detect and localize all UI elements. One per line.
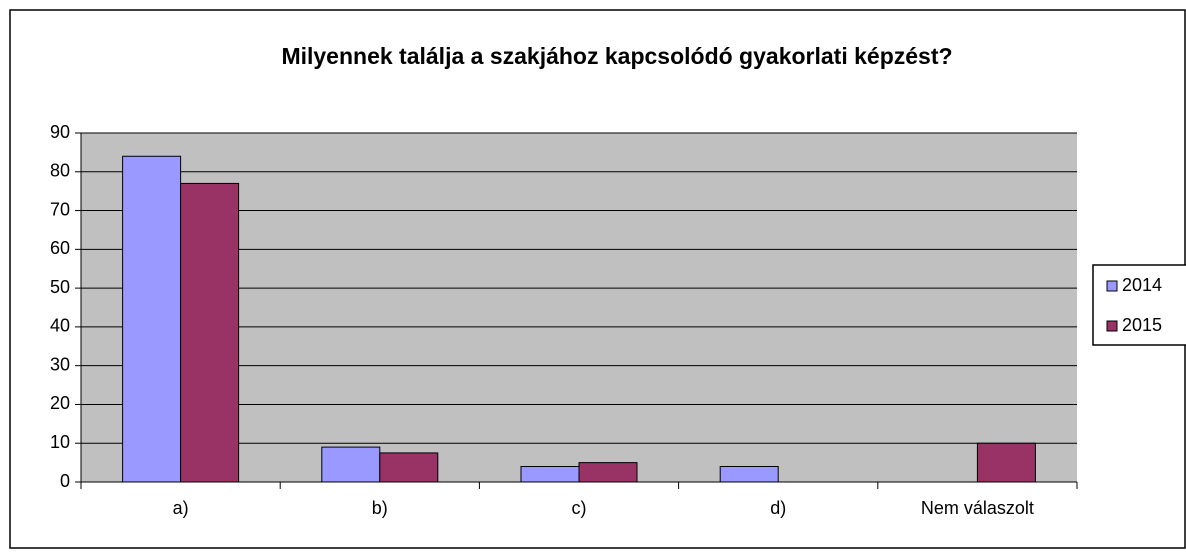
bar — [578, 462, 638, 483]
y-tick-label: 80 — [50, 161, 70, 181]
x-tick-label: d) — [770, 498, 786, 518]
y-tick-label: 20 — [50, 393, 70, 413]
y-tick-label: 70 — [50, 199, 70, 219]
bar — [719, 465, 779, 483]
y-tick-label: 30 — [50, 354, 70, 374]
y-tick-label: 10 — [50, 432, 70, 452]
y-tick-label: 90 — [50, 122, 70, 142]
legend-swatch — [1106, 320, 1118, 332]
y-tick-label: 0 — [60, 471, 70, 491]
x-tick-label: Nem válaszolt — [921, 498, 1034, 518]
plot-area — [81, 133, 1077, 482]
legend-swatch — [1106, 280, 1118, 292]
x-tick-label: b) — [372, 498, 388, 518]
bar — [321, 446, 381, 483]
legend-label: 2014 — [1122, 275, 1162, 295]
y-tick-label: 50 — [50, 277, 70, 297]
x-tick-label: a) — [173, 498, 189, 518]
legend-label: 2015 — [1122, 315, 1162, 335]
y-tick-label: 60 — [50, 238, 70, 258]
bar — [379, 452, 439, 483]
bar — [976, 442, 1036, 483]
chart-title: Milyennek találja a szakjához kapcsolódó… — [281, 43, 952, 69]
y-tick-label: 40 — [50, 316, 70, 336]
bar — [122, 155, 182, 483]
bar — [180, 182, 240, 483]
legend — [1092, 264, 1186, 346]
bar — [520, 465, 580, 483]
x-tick-label: c) — [572, 498, 587, 518]
